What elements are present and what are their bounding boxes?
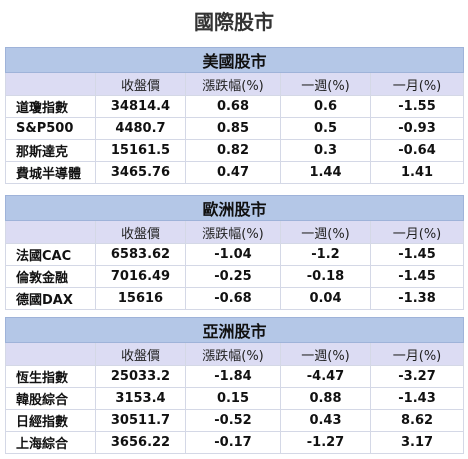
column-header: 收盤價 xyxy=(95,220,186,244)
index-name: 法國CAC xyxy=(5,243,96,266)
cell-value: 0.88 xyxy=(280,387,371,410)
cell-value: 1.41 xyxy=(369,161,465,184)
cell-value: 8.62 xyxy=(369,409,465,432)
blank-header xyxy=(5,72,96,96)
cell-value: 34814.4 xyxy=(95,95,186,118)
cell-value: 6583.62 xyxy=(95,243,186,266)
cell-value: -0.17 xyxy=(185,431,281,454)
column-header: 一月(%) xyxy=(369,72,465,96)
column-header: 一週(%) xyxy=(280,72,371,96)
cell-value: 0.82 xyxy=(185,139,281,162)
cell-value: -1.84 xyxy=(185,365,281,388)
section-header: 美國股市 xyxy=(4,47,465,73)
cell-value: 0.6 xyxy=(280,95,371,118)
cell-value: -1.27 xyxy=(280,431,371,454)
index-name: 倫敦金融 xyxy=(5,265,96,288)
index-name: 道瓊指數 xyxy=(5,95,96,118)
column-header: 漲跌幅(%) xyxy=(185,342,281,366)
cell-value: 0.3 xyxy=(280,139,371,162)
data-row: 費城半導體 3465.76 0.47 1.44 1.41 xyxy=(5,161,465,184)
section-table: 亞洲股市 收盤價 漲跌幅(%) 一週(%) 一月(%) 恆生指數 25033.2 -1.84-… xyxy=(4,317,465,454)
cell-value: -1.45 xyxy=(369,265,465,288)
cell-value: 15161.5 xyxy=(95,139,186,162)
cell-value: 15616 xyxy=(95,287,186,310)
column-header-row: 收盤價 漲跌幅(%) 一週(%) 一月(%) xyxy=(5,220,465,244)
data-row: 法國CAC 6583.62 -1.04 -1.2 -1.45 xyxy=(5,243,465,266)
column-header-row: 收盤價 漲跌幅(%) 一週(%) 一月(%) xyxy=(5,342,465,366)
column-header: 漲跌幅(%) xyxy=(185,72,281,96)
data-row: 道瓊指數 34814.4 0.68 0.6 -1.55 xyxy=(5,95,465,118)
column-header: 一週(%) xyxy=(280,342,371,366)
cell-value: 25033.2 xyxy=(95,365,186,388)
index-name: 德國DAX xyxy=(5,287,96,310)
column-header: 收盤價 xyxy=(95,72,186,96)
column-header: 一月(%) xyxy=(369,220,465,244)
cell-value: 0.04 xyxy=(280,287,371,310)
section-title: 歐洲股市 xyxy=(4,195,465,221)
data-row: 德國DAX 15616 -0.68 0.04 -1.38 xyxy=(5,287,465,310)
cell-value: 3465.76 xyxy=(95,161,186,184)
cell-value: 30511.7 xyxy=(95,409,186,432)
section-header: 亞洲股市 xyxy=(4,317,465,343)
cell-value: 4480.7 xyxy=(95,117,186,140)
cell-value: -0.18 xyxy=(280,265,371,288)
data-row: 恆生指數 25033.2 -1.84 -4.47 -3.27 xyxy=(5,365,465,388)
index-name: 上海綜合 xyxy=(5,431,96,454)
cell-value: -0.25 xyxy=(185,265,281,288)
cell-value: -0.93 xyxy=(369,117,465,140)
blank-header xyxy=(5,220,96,244)
cell-value: -0.64 xyxy=(369,139,465,162)
cell-value: 1.44 xyxy=(280,161,371,184)
data-row: S&P500 4480.7 0.85 0.5 -0.93 xyxy=(5,117,465,140)
cell-value: 0.5 xyxy=(280,117,371,140)
page-title: 國際股市 xyxy=(194,10,274,34)
cell-value: -1.2 xyxy=(280,243,371,266)
cell-value: -0.68 xyxy=(185,287,281,310)
cell-value: 7016.49 xyxy=(95,265,186,288)
index-name: 韓股綜合 xyxy=(5,387,96,410)
column-header-row: 收盤價 漲跌幅(%) 一週(%) 一月(%) xyxy=(5,72,465,96)
cell-value: -4.47 xyxy=(280,365,371,388)
cell-value: 0.15 xyxy=(185,387,281,410)
cell-value: -3.27 xyxy=(369,365,465,388)
index-name: 日經指數 xyxy=(5,409,96,432)
cell-value: -1.45 xyxy=(369,243,465,266)
cell-value: 3153.4 xyxy=(95,387,186,410)
data-row: 日經指數 30511.7 -0.52 0.43 8.62 xyxy=(5,409,465,432)
blank-header xyxy=(5,342,96,366)
data-row: 上海綜合 3656.22 -0.17 -1.27 3.17 xyxy=(5,431,465,454)
data-row: 那斯達克 15161.5 0.82 0.3 -0.64 xyxy=(5,139,465,162)
index-name: 費城半導體 xyxy=(5,161,96,184)
index-name: S&P500 xyxy=(5,117,96,140)
section-table: 美國股市 收盤價 漲跌幅(%) 一週(%) 一月(%) 道瓊指數 34814.4 0.68 0.… xyxy=(4,47,465,184)
cell-value: -1.55 xyxy=(369,95,465,118)
column-header: 一月(%) xyxy=(369,342,465,366)
cell-value: 0.68 xyxy=(185,95,281,118)
column-header: 一週(%) xyxy=(280,220,371,244)
cell-value: 3.17 xyxy=(369,431,465,454)
column-header: 漲跌幅(%) xyxy=(185,220,281,244)
cell-value: 0.47 xyxy=(185,161,281,184)
cell-value: -0.52 xyxy=(185,409,281,432)
cell-value: 0.43 xyxy=(280,409,371,432)
index-name: 恆生指數 xyxy=(5,365,96,388)
data-row: 韓股綜合 3153.4 0.15 0.88 -1.43 xyxy=(5,387,465,410)
section-table: 歐洲股市 收盤價 漲跌幅(%) 一週(%) 一月(%) 法國CAC 6583.62 -1.04… xyxy=(4,195,465,310)
section-title: 美國股市 xyxy=(4,47,465,73)
section-title: 亞洲股市 xyxy=(4,317,465,343)
cell-value: 0.85 xyxy=(185,117,281,140)
cell-value: -1.38 xyxy=(369,287,465,310)
data-row: 倫敦金融 7016.49 -0.25 -0.18 -1.45 xyxy=(5,265,465,288)
index-name: 那斯達克 xyxy=(5,139,96,162)
cell-value: 3656.22 xyxy=(95,431,186,454)
cell-value: -1.43 xyxy=(369,387,465,410)
column-header: 收盤價 xyxy=(95,342,186,366)
cell-value: -1.04 xyxy=(185,243,281,266)
section-header: 歐洲股市 xyxy=(4,195,465,221)
